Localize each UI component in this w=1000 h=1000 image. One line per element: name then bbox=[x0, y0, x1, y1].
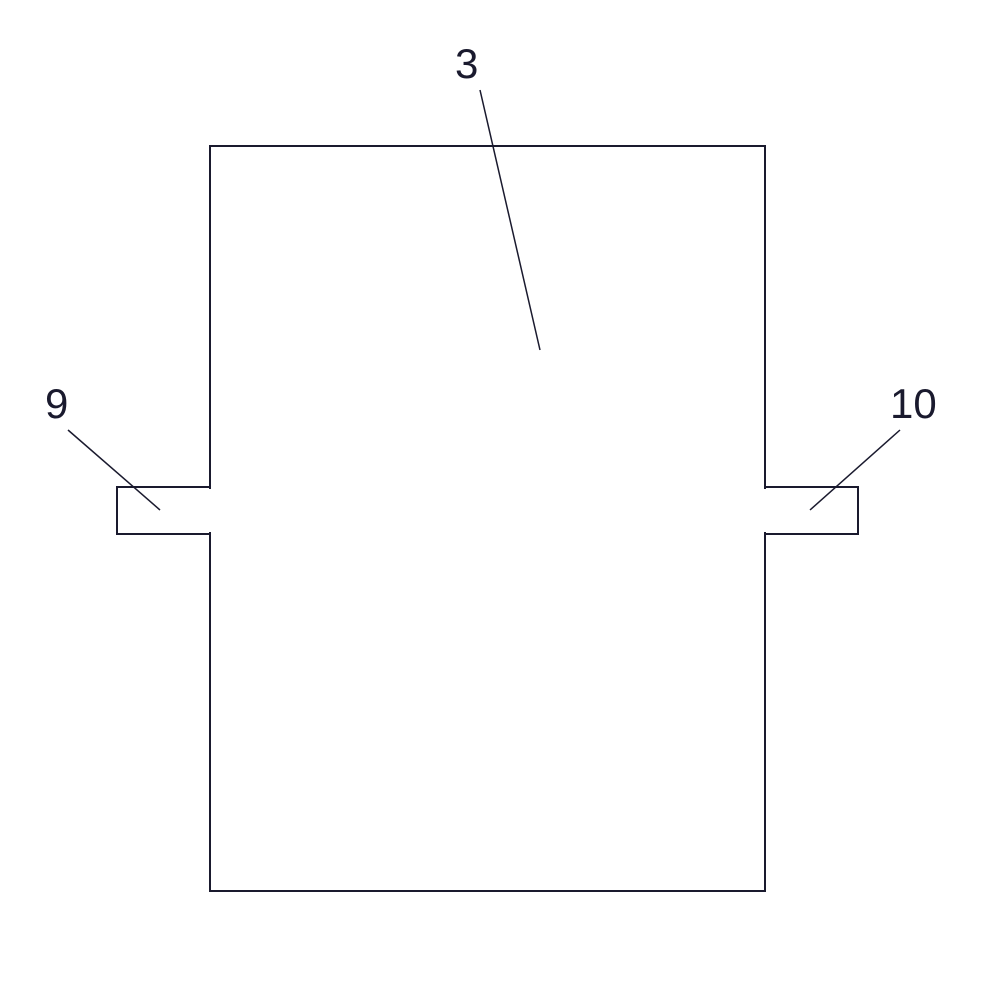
left-tab-rect bbox=[117, 487, 210, 534]
label-9: 9 bbox=[45, 380, 68, 428]
label-10: 10 bbox=[890, 380, 937, 428]
diagram-svg bbox=[0, 0, 1000, 995]
main-rect bbox=[210, 146, 765, 891]
label-3: 3 bbox=[455, 40, 478, 88]
technical-diagram: 3 9 10 bbox=[0, 0, 1000, 995]
leader-line-9 bbox=[68, 430, 160, 510]
right-tab-rect bbox=[765, 487, 858, 534]
